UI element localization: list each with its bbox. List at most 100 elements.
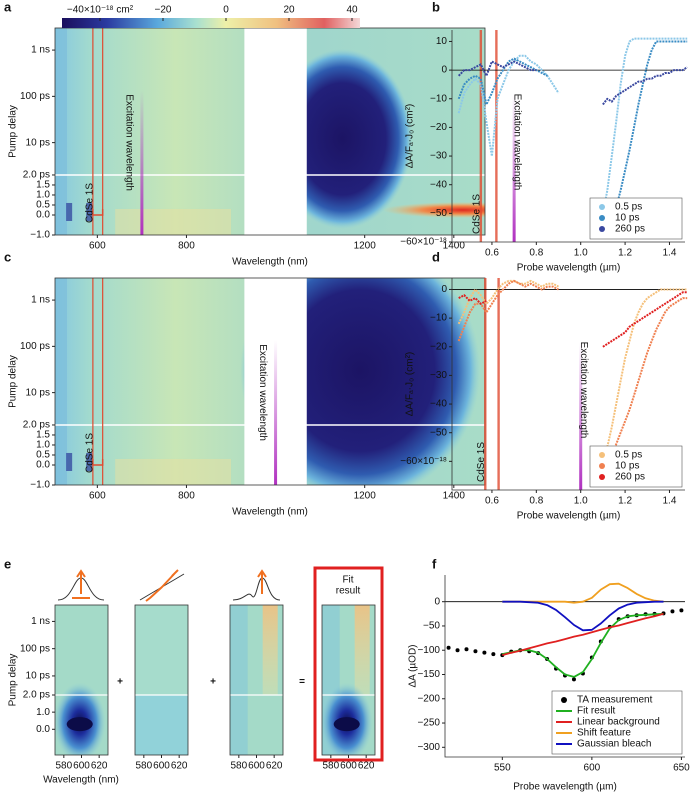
y-tick-label: −50: [430, 208, 447, 219]
legend-box: [589, 197, 683, 240]
x-tick-label: 580: [55, 761, 72, 772]
legend-swatch: [599, 452, 605, 458]
colorbar-label: 20: [283, 5, 295, 16]
x-tick-label: 0.8: [529, 248, 543, 259]
data-point: [670, 609, 675, 614]
y-tick-label: 100 ps: [20, 91, 50, 102]
y-tick-label: −40: [430, 179, 447, 190]
x-tick-label: 1.0: [574, 248, 588, 259]
axes: [444, 575, 685, 758]
panel-letter: a: [4, 0, 12, 14]
y-tick-label: 1.0: [36, 707, 50, 718]
data-point: [473, 649, 478, 654]
x-tick-label: 800: [178, 241, 195, 252]
legend-swatch: [599, 226, 605, 232]
y-tick-label: 0.5: [36, 200, 50, 211]
y-tick-label: 100 ps: [20, 643, 50, 654]
y-tick-label: −20: [430, 341, 447, 352]
operator: +: [117, 677, 123, 688]
x-axis-label: Probe wavelength (µm): [513, 782, 617, 793]
legend-label: Gaussian bleach: [577, 739, 652, 750]
operator: +: [210, 677, 216, 688]
blue-streak: [86, 202, 93, 221]
x-axis-label: Probe wavelength (µm): [517, 511, 621, 522]
marker-line: [479, 30, 483, 242]
fit-box: [313, 566, 384, 762]
x-tick-label: 600: [584, 763, 601, 774]
marker-line: [274, 340, 278, 485]
y-axis-label: ΔA/Fₐ·J₀ (cm²): [405, 104, 416, 169]
fit-label: Fit: [342, 575, 353, 586]
x-tick-label: 620: [358, 761, 375, 772]
marker-bracket: [92, 209, 104, 216]
y-tick-label: 10 ps: [26, 137, 50, 148]
x-tick-label: 620: [91, 761, 108, 772]
y-tick-label: −30: [430, 370, 447, 381]
y-tick-label: 1.5: [36, 430, 50, 441]
fit-label: result: [336, 586, 361, 597]
legend-label: 260 ps: [615, 472, 645, 483]
data-point: [491, 652, 496, 657]
x-tick-label: 1200: [354, 491, 377, 502]
bleach-core: [333, 717, 360, 732]
y-tick-label: 1 ns: [31, 295, 50, 306]
marker-line: [140, 90, 144, 235]
marker-line: [484, 278, 487, 490]
panel-letter: d: [432, 249, 440, 264]
colorbar-label: −20: [155, 5, 172, 16]
y-tick-label: −20: [430, 122, 447, 133]
y-tick-label: −60×10⁻¹⁸: [400, 456, 447, 467]
x-tick-label: 600: [73, 761, 90, 772]
y-tick-label: 2.0 ps: [23, 420, 50, 431]
y-axis-label: Pump delay: [8, 105, 19, 158]
panel-letter: c: [4, 249, 11, 264]
series-line: [502, 600, 664, 632]
yellow-band: [115, 208, 232, 235]
slope-arrows: [145, 569, 179, 602]
legend-swatch: [561, 697, 567, 703]
y-tick-label: 0.0: [36, 210, 50, 221]
y-tick-label: −1.0: [30, 230, 50, 241]
x-axis-label: Wavelength (nm): [232, 507, 308, 518]
colorbar-label: 0: [223, 5, 229, 16]
legend-label: 260 ps: [615, 224, 645, 235]
marker-label: Excitation wavelength: [578, 342, 589, 439]
x-tick-label: 580: [322, 761, 339, 772]
y-tick-label: 2.0 ps: [23, 690, 50, 701]
series-line: [457, 60, 688, 106]
y-tick-label: 10 ps: [26, 671, 50, 682]
y-tick-label: 0: [441, 284, 447, 295]
series-line: [457, 40, 688, 223]
component-map: [55, 605, 108, 755]
blue-edge: [55, 28, 67, 235]
y-tick-label: −150: [417, 669, 440, 680]
series-line: [458, 291, 688, 348]
yellow-band: [115, 458, 232, 485]
derivative-icon: [232, 577, 281, 601]
y-tick-label: 0: [441, 65, 447, 76]
y-tick-label: 1 ns: [31, 45, 50, 56]
legend-label: Shift feature: [577, 728, 631, 739]
legend-label: 10 ps: [615, 461, 639, 472]
marker-label: Excitation wavelength: [123, 94, 134, 191]
marker-label: Excitation wavelength: [257, 344, 268, 441]
x-tick-label: 0.6: [485, 496, 499, 507]
marker-line: [579, 341, 583, 490]
x-tick-label: 600: [153, 761, 170, 772]
data-point: [482, 650, 487, 655]
map-region: [135, 695, 188, 755]
heatmap: [55, 278, 485, 485]
x-tick-label: 600: [89, 491, 106, 502]
legend-label: 10 ps: [615, 213, 639, 224]
series-line: [457, 279, 688, 462]
y-tick-label: 0.0: [36, 724, 50, 735]
component-map: [230, 605, 283, 755]
heatmap: [55, 28, 485, 235]
x-tick-label: 1.2: [618, 496, 632, 507]
shift-stripe: [354, 605, 370, 695]
legend-swatch: [599, 204, 605, 210]
blue-streak: [66, 452, 73, 471]
legend-swatch: [599, 474, 605, 480]
